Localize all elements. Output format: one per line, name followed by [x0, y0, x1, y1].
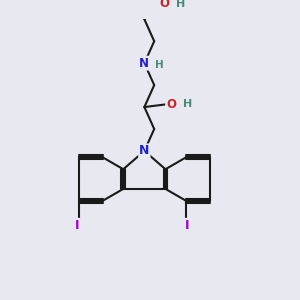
Text: H: H [176, 0, 186, 9]
Text: I: I [185, 219, 190, 232]
Text: N: N [140, 57, 149, 70]
Text: I: I [75, 219, 80, 232]
Text: N: N [139, 144, 150, 158]
Text: H: H [154, 60, 164, 70]
Text: H: H [182, 99, 192, 109]
Text: O: O [166, 98, 176, 111]
Text: O: O [160, 0, 170, 10]
